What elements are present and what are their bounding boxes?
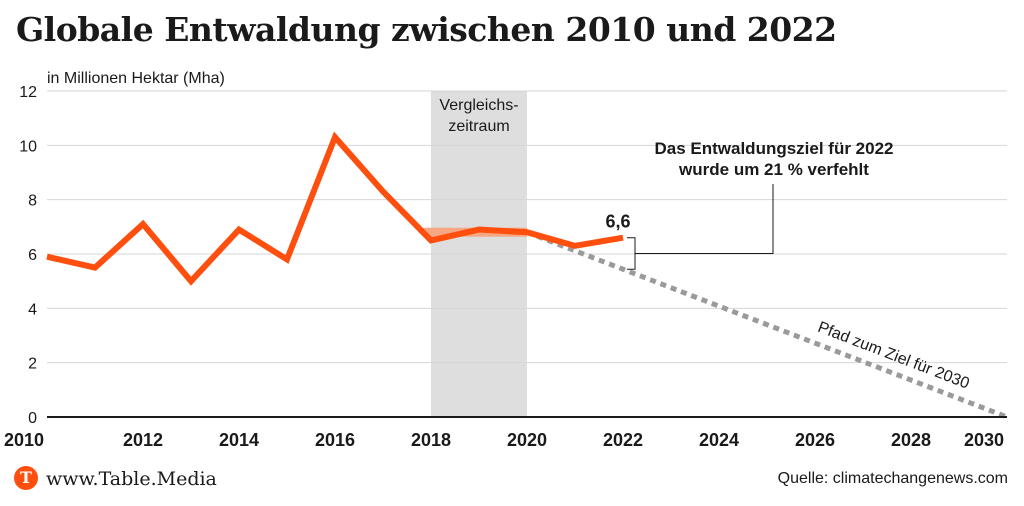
y-tick-label: 12 (19, 84, 37, 101)
y-tick-label: 2 (28, 356, 37, 373)
deforestation-series-line (46, 131, 624, 286)
x-tick-label: 2014 (219, 430, 259, 450)
x-tick-label: 2028 (891, 430, 931, 450)
y-tick-label: 8 (28, 193, 37, 210)
comparison-period-label: Vergleichs-zeitraum (439, 97, 518, 135)
x-tick-label: 2024 (699, 430, 739, 450)
x-tick-label: 2010 (4, 430, 44, 450)
comparison-period-label-line: zeitraum (448, 118, 509, 135)
footer-source: Quelle: climatechangenews.com (777, 470, 1008, 487)
y-axis-label: in Millionen Hektar (Mha) (47, 70, 225, 87)
x-tick-label: 2030 (964, 430, 1004, 450)
x-tick-label: 2012 (123, 430, 163, 450)
y-axis-ticks: 0 2 4 6 8 10 12 (19, 84, 37, 427)
x-tick-label: 2020 (507, 430, 547, 450)
comparison-period-label-line: Vergleichs- (439, 97, 518, 114)
miss-text-line: wurde um 21 % verfehlt (678, 160, 869, 179)
miss-leader-line (635, 184, 774, 254)
y-tick-label: 4 (28, 301, 37, 318)
target-path-line (526, 229, 1008, 420)
y-tick-label: 0 (28, 410, 37, 427)
x-axis-ticks: 2010 2012 2014 2016 2018 2020 2022 2024 2026 2028… (4, 430, 1004, 450)
footer-brand[interactable]: www.Table.Media (46, 468, 217, 490)
table-media-logo: T (14, 466, 38, 490)
y-tick-label: 10 (19, 138, 37, 155)
miss-bracket (627, 237, 636, 270)
x-tick-label: 2018 (411, 430, 451, 450)
series-points (46, 137, 624, 282)
x-tick-label: 2022 (603, 430, 643, 450)
chart-title: Globale Entwaldung zwischen 2010 und 202… (16, 10, 837, 49)
gridlines (47, 90, 1007, 364)
last-value-label: 6,6 (605, 212, 630, 232)
miss-callout: 6,6 Das Entwaldungsziel für 2022 wurde um … (605, 139, 894, 270)
miss-text-line: Das Entwaldungsziel für 2022 (654, 139, 893, 158)
y-tick-label: 6 (28, 247, 37, 264)
x-tick-label: 2016 (315, 430, 355, 450)
target-path-label: Pfad zum Ziel für 2030 (815, 319, 971, 393)
x-tick-label: 2026 (795, 430, 835, 450)
